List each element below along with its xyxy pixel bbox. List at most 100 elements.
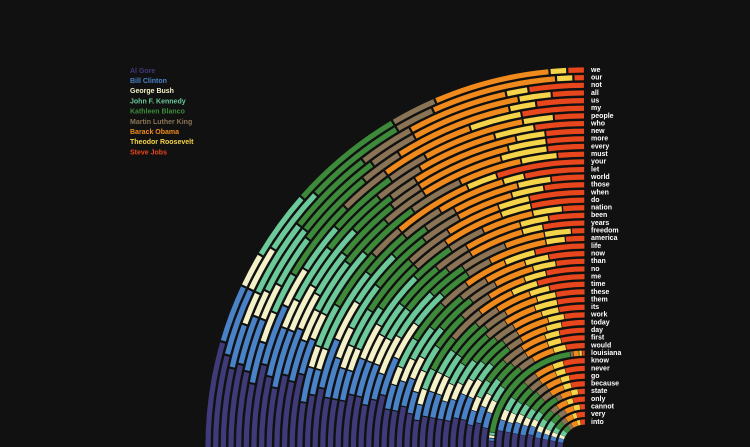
ring-segment — [374, 338, 391, 365]
ring-segment — [444, 354, 462, 378]
ring-segment — [373, 395, 386, 447]
ring-segment — [482, 412, 492, 429]
word-label: must — [591, 151, 608, 158]
ring-segment — [482, 211, 533, 233]
ring-segment — [541, 391, 553, 402]
legend-entry: George Bush — [130, 88, 174, 95]
ring-segment — [480, 427, 488, 447]
ring-segment — [547, 337, 562, 347]
ring-segment — [504, 305, 536, 325]
ring-segment — [414, 404, 423, 421]
word-label: know — [591, 358, 609, 365]
ring-segment — [220, 286, 246, 342]
ring-segment — [522, 105, 584, 117]
word-label: louisiana — [591, 350, 621, 357]
ring-segment — [271, 193, 317, 250]
word-label: now — [591, 250, 606, 257]
ring-segment — [366, 399, 377, 447]
ring-segment — [419, 146, 509, 189]
ring-segment — [304, 395, 315, 447]
ring-segment — [544, 228, 571, 237]
ring-segment — [546, 136, 585, 144]
word-label: let — [591, 166, 600, 173]
ring-segment — [555, 368, 566, 377]
word-label: time — [591, 281, 606, 288]
word-label: day — [591, 327, 603, 334]
ring-segment — [300, 367, 314, 402]
ring-segment — [533, 261, 556, 272]
ring-segment — [511, 281, 538, 295]
ring-segment — [462, 243, 506, 270]
ring-segment — [413, 303, 445, 341]
ring-segment — [511, 401, 523, 415]
ring-segment — [516, 317, 549, 336]
ring-segment — [547, 313, 565, 323]
ring-segment — [238, 316, 258, 364]
ring-segment — [487, 378, 501, 396]
ring-segment — [518, 176, 551, 188]
ring-segment — [559, 327, 585, 336]
ring-segment — [267, 327, 287, 377]
ring-segment — [445, 212, 502, 245]
ring-segment — [504, 249, 536, 265]
ring-segment — [523, 114, 554, 125]
ring-segment — [549, 385, 565, 396]
ring-segment — [409, 230, 450, 263]
ring-segment — [410, 327, 434, 360]
ring-segment — [425, 119, 523, 159]
ring-segment — [414, 293, 444, 326]
ring-segment — [457, 325, 488, 358]
ring-segment — [461, 396, 474, 421]
ring-segment — [335, 253, 376, 307]
ring-segment — [572, 396, 585, 404]
ring-segment — [489, 346, 511, 367]
ring-segment — [509, 101, 536, 112]
ring-segment — [565, 235, 585, 242]
word-label: those — [591, 182, 610, 189]
legend-entry: Al Gore — [130, 68, 155, 75]
word-label: no — [591, 266, 600, 273]
ring-segment — [349, 358, 365, 395]
ring-segment — [258, 196, 304, 256]
ring-segment — [309, 369, 321, 395]
ring-segment — [512, 422, 521, 435]
ring-segment — [520, 424, 528, 436]
ring-segment — [530, 419, 539, 428]
ring-segment — [564, 405, 575, 414]
ring-segment — [484, 311, 508, 330]
legend-entry: Kathleen Blanco — [130, 109, 185, 116]
word-label: would — [590, 342, 611, 349]
ring-segment — [442, 383, 454, 402]
ring-segment — [392, 381, 406, 411]
ring-segment — [419, 134, 495, 171]
ring-segment — [346, 220, 388, 264]
ring-segment — [471, 396, 482, 412]
ring-segment — [389, 410, 398, 447]
ring-segment — [419, 416, 428, 447]
word-label: when — [590, 189, 609, 196]
ring-segment — [511, 185, 544, 198]
ring-segment — [458, 360, 477, 385]
word-label: us — [591, 97, 599, 104]
ring-segment — [477, 380, 491, 399]
ring-segment — [521, 152, 557, 164]
ring-segment — [562, 205, 585, 212]
word-label: my — [591, 105, 601, 112]
ring-segment — [306, 178, 366, 240]
ring-segment — [430, 394, 442, 418]
ring-segment — [496, 363, 515, 382]
ring-segment — [529, 285, 550, 297]
ring-segment — [360, 324, 381, 360]
ring-segment — [518, 387, 533, 405]
ring-segment — [520, 326, 548, 342]
ring-segment — [236, 371, 250, 447]
ring-segment — [550, 436, 557, 442]
ring-segment — [368, 260, 412, 312]
ring-segment — [349, 285, 380, 329]
ring-segment — [425, 208, 456, 231]
ring-segment — [534, 299, 558, 311]
ring-segment — [431, 337, 456, 371]
ring-segment — [447, 205, 499, 234]
ring-segment — [380, 357, 399, 396]
ring-segment — [274, 375, 288, 447]
